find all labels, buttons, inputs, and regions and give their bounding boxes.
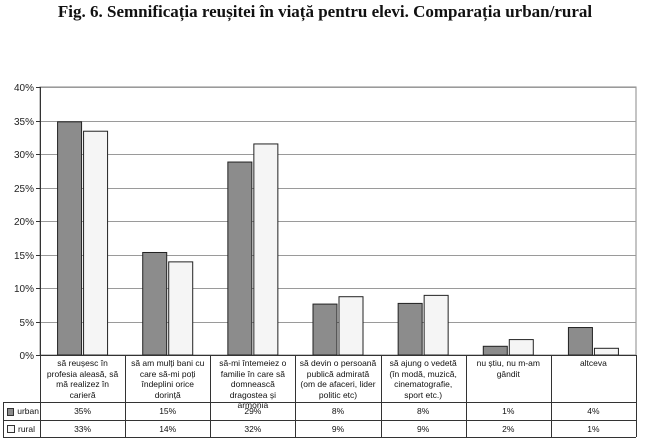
legend-swatch (7, 407, 15, 416)
data-table-grid (3, 355, 637, 438)
legend-entry: rural (4, 421, 39, 437)
bar-urban (482, 345, 508, 356)
category-label: altceva (579, 358, 607, 368)
data-label: 8% (331, 406, 345, 417)
category-label: să devin o persoană publică admirată (om… (299, 358, 377, 400)
y-tick-label: 35% (14, 117, 34, 128)
y-tick-label: 0% (20, 351, 35, 362)
bar-rural (338, 296, 364, 356)
legend-label: rural (18, 423, 36, 434)
y-axis: 0% 5% 10% 15% 20% 25% 30% 35% 40% (14, 83, 41, 362)
y-tick-label: 15% (14, 251, 34, 262)
legend-label: urban (17, 406, 39, 417)
data-label: 9% (331, 423, 345, 434)
data-label: 8% (416, 406, 430, 417)
bar-urban (312, 303, 338, 356)
data-label: 1% (502, 406, 515, 417)
data-label: 35% (74, 406, 92, 417)
category-label: nu știu, nu m-am gândit (476, 358, 540, 379)
bar-rural (253, 143, 279, 356)
bar-urban (142, 251, 168, 356)
data-label: 4% (587, 406, 600, 417)
bars (57, 121, 619, 356)
bar-rural (423, 294, 449, 356)
data-label: 14% (159, 423, 177, 434)
data-label: 1% (587, 423, 600, 434)
y-tick-label: 10% (14, 284, 34, 295)
y-tick-label: 40% (14, 83, 34, 94)
bar-rural (593, 347, 619, 356)
category-label: să ajung o vedetă (în modă, muzică, cine… (389, 358, 457, 400)
data-label: 32% (244, 423, 262, 434)
bar-urban (57, 121, 83, 356)
category-label: să-mi întemeiez o familie în care să dom… (219, 358, 287, 410)
bar-urban (227, 161, 253, 356)
category-label: să reușesc în profesia aleasă, să mă rea… (46, 358, 119, 400)
data-label: 29% (244, 406, 262, 417)
bar-urban (397, 302, 423, 356)
y-tick-label: 25% (14, 184, 34, 195)
data-label: 15% (159, 406, 177, 417)
bar-rural (83, 130, 109, 356)
category-label: să am mulți bani cu care să-mi poți înde… (131, 358, 205, 400)
legend-entry: urban (4, 403, 39, 420)
figure-title: Fig. 6. Semnificația reușitei în viață p… (57, 2, 593, 21)
y-tick-label: 30% (14, 150, 34, 161)
bar-rural (508, 339, 534, 356)
grid-lines (39, 86, 637, 356)
data-label: 33% (74, 423, 92, 434)
y-tick-label: 20% (14, 217, 34, 228)
data-label: 2% (502, 423, 515, 434)
y-tick-label: 5% (20, 318, 35, 329)
legend-swatch (7, 425, 15, 433)
data-label: 9% (416, 423, 430, 434)
bar-rural (168, 261, 194, 356)
bar-urban (567, 327, 593, 356)
